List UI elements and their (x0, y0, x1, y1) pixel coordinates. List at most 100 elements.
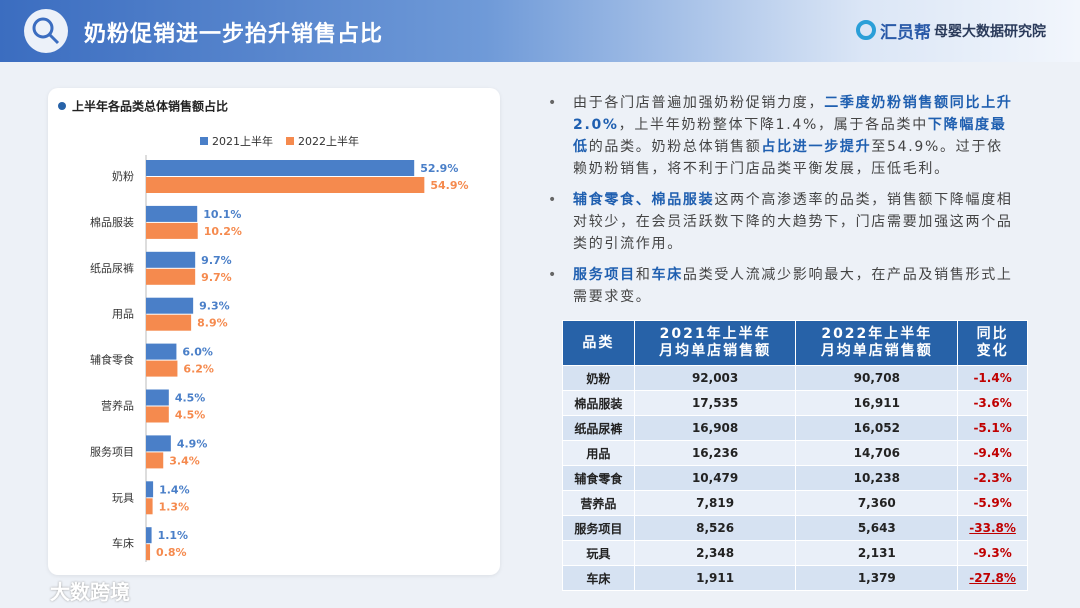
y-tick-label: 车床 (112, 536, 134, 550)
table-cell: -5.1% (957, 415, 1028, 441)
bullet-text: 由于各门店普遍加强奶粉促销力度， (573, 95, 825, 111)
data-label: 1.3% (159, 500, 190, 513)
brand-logo (856, 20, 876, 40)
bullet-emphasis: 下降幅度最低 (573, 117, 1007, 155)
table-cell: 14,706 (795, 440, 959, 466)
institute: 母婴大数据研究院 (934, 24, 1046, 40)
y-tick-label: 辅食零食 (90, 353, 134, 367)
table-cell: 服务项目 (562, 515, 635, 541)
table-cell: -9.4% (957, 440, 1028, 466)
header: 奶粉促销进一步抬升销售占比 汇员帮 母婴大数据研究院 (0, 0, 1080, 62)
bar (146, 360, 178, 377)
table-row: 玩具 2,348 2,131 -9.3% (562, 540, 1028, 566)
data-table: 品类 2021年上半年 月均单店销售额 2022年上半年 月均单店销售额 同比 变化 奶粉 92… (562, 320, 1028, 591)
y-tick-label: 玩具 (112, 491, 134, 504)
data-label: 4.5% (175, 392, 206, 405)
logo-icon (32, 17, 54, 39)
bar (146, 251, 196, 268)
legend-label: 2021上半年 (212, 134, 273, 148)
logo-icon (24, 9, 68, 53)
column-header-line: 月均单店销售额 (820, 343, 933, 359)
data-label: 6.2% (183, 363, 214, 376)
data-label: 10.2% (204, 225, 242, 238)
table-cell: 16,236 (633, 440, 797, 466)
table-cell: 7,819 (633, 490, 797, 516)
bar (146, 406, 169, 423)
y-tick-label: 营养品 (101, 399, 134, 413)
table-cell: 棉品服装 (562, 390, 635, 416)
table-row: 服务项目 8,526 5,643 -33.8% (562, 515, 1028, 541)
bar (146, 481, 154, 498)
table-cell: 辅食零食 (562, 465, 635, 491)
bullet-emphasis: 车床 (651, 267, 683, 283)
bullet-emphasis: 服务项目 (573, 267, 636, 283)
column-header-line: 品类 (582, 334, 615, 351)
bar (146, 177, 425, 193)
bullet: 由于各门店普遍加强奶粉促销力度，二季度奶粉销售额同比上升2.0%，上半年奶粉整体… (548, 92, 1018, 180)
bullet-text: 的品类。奶粉总体销售额 (588, 139, 762, 155)
table-cell: 10,479 (633, 465, 797, 491)
bullet-text: 至54.9%。过于依赖奶粉销售，将不利于门店品类平衡发展，压低毛利。 (573, 139, 1003, 177)
brand: 汇员帮 (880, 23, 931, 43)
bar (146, 222, 198, 239)
watermark: 大数跨境 (50, 580, 130, 604)
table-cell: 2,131 (795, 540, 959, 566)
data-label: 0.8% (156, 546, 187, 559)
bar (146, 268, 196, 285)
data-label: 1.4% (159, 483, 190, 496)
bar (146, 452, 164, 469)
bullet: 服务项目和车床品类受人流减少影响最大，在产品及销售形式上需要求变。 (548, 264, 1018, 308)
logo-icon (48, 33, 60, 45)
table-cell: 16,911 (795, 390, 959, 416)
column-header: 同比 变化 (957, 320, 1028, 366)
table-row: 奶粉 92,003 90,708 -1.4% (562, 365, 1028, 391)
y-tick-label: 服务项目 (90, 445, 134, 458)
legend-label: 2022上半年 (298, 134, 359, 148)
data-label: 8.9% (197, 317, 228, 330)
table-cell: -9.3% (957, 540, 1028, 566)
bar (146, 297, 194, 314)
table-cell: 17,535 (633, 390, 797, 416)
y-tick-label: 纸品尿裤 (90, 261, 134, 275)
bar (146, 527, 152, 544)
bar (146, 544, 151, 561)
bar (146, 389, 169, 406)
table-row: 营养品 7,819 7,360 -5.9% (562, 490, 1028, 516)
data-label: 3.4% (169, 454, 200, 467)
table-cell: -1.4% (957, 365, 1028, 391)
table-cell: 92,003 (633, 365, 797, 391)
data-label: 10.1% (203, 208, 241, 221)
table-cell: 8,526 (633, 515, 797, 541)
bullet-emphasis: 辅食零食、棉品服装 (573, 192, 715, 208)
bullet-emphasis: 二季度奶粉销售额同比上升2.0% (573, 95, 1013, 133)
legend-swatch (200, 137, 208, 145)
table-cell: -27.8% (957, 565, 1028, 591)
table-row: 车床 1,911 1,379 -27.8% (562, 565, 1028, 591)
bullet-text: ，上半年奶粉整体下降1.4%，属于各品类中 (618, 117, 928, 133)
table-cell: 5,643 (795, 515, 959, 541)
y-tick-label: 奶粉 (112, 169, 134, 183)
title-dot (58, 102, 66, 110)
bar (146, 498, 153, 515)
slide-title: 奶粉促销进一步抬升销售占比 (84, 22, 384, 47)
bar (146, 205, 198, 222)
table-cell: 1,379 (795, 565, 959, 591)
data-label: 9.7% (201, 254, 232, 267)
column-header-line: 同比 (976, 326, 1009, 342)
column-header: 2022年上半年 月均单店销售额 (795, 320, 959, 366)
data-label: 9.7% (201, 271, 232, 284)
bar (146, 435, 171, 452)
y-tick-label: 用品 (112, 308, 134, 321)
data-label: 9.3% (199, 300, 230, 313)
table-row: 棉品服装 17,535 16,911 -3.6% (562, 390, 1028, 416)
table-row: 辅食零食 10,479 10,238 -2.3% (562, 465, 1028, 491)
data-label: 1.1% (158, 529, 189, 542)
table-cell: 16,052 (795, 415, 959, 441)
table-cell: -33.8% (957, 515, 1028, 541)
legend-swatch (286, 137, 294, 145)
bar (146, 343, 177, 360)
data-label: 54.9% (430, 179, 468, 192)
column-header-line: 2022年上半年 (821, 326, 933, 342)
